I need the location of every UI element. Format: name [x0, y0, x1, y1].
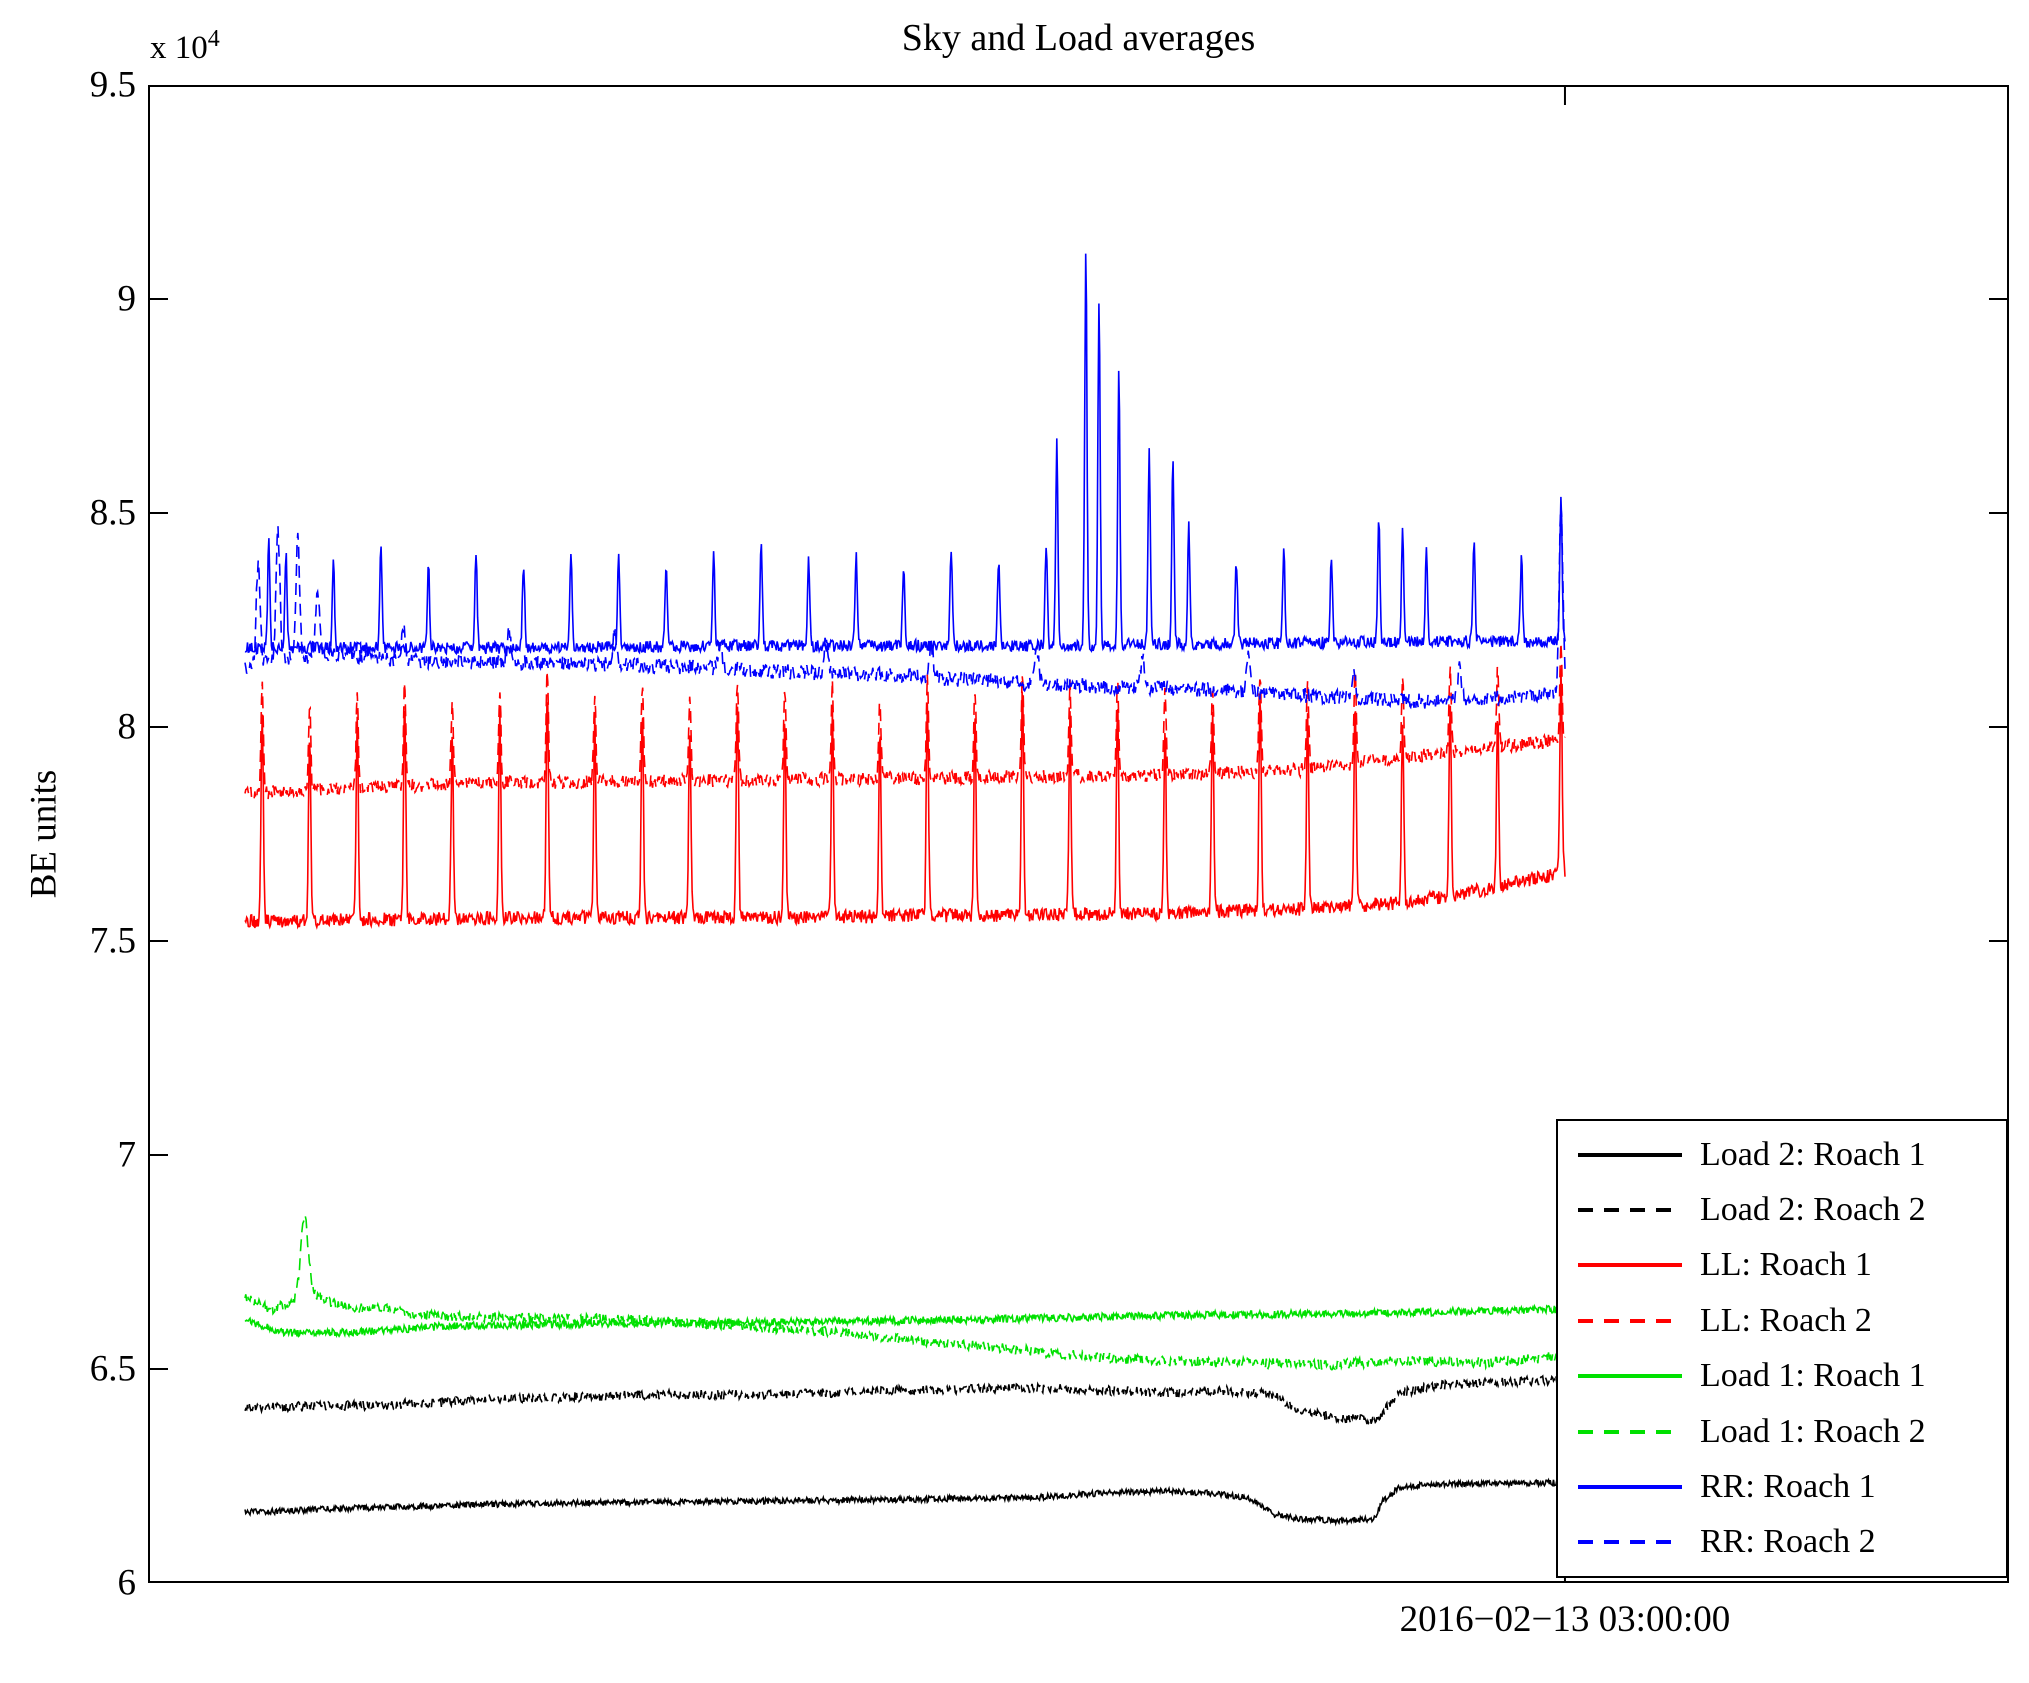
- legend-item: LL: Roach 1: [1558, 1246, 2006, 1284]
- series-line-rr-roach-1: [244, 253, 1566, 657]
- y-tick-label: 7.5: [89, 920, 136, 962]
- series-line-load-2-roach-1: [244, 1477, 1566, 1527]
- legend-item: LL: Roach 2: [1558, 1302, 2006, 1340]
- y-tick-label: 9: [117, 278, 137, 320]
- series-line-rr-roach-2: [244, 506, 1566, 710]
- y-axis-exponent: x 104: [150, 26, 220, 67]
- legend-item-label: LL: Roach 1: [1700, 1246, 1872, 1284]
- series-line-ll-roach-2: [244, 642, 1566, 801]
- legend-line-sample: [1578, 1152, 1682, 1157]
- legend-item-label: RR: Roach 2: [1700, 1523, 1876, 1561]
- legend-item: RR: Roach 1: [1558, 1468, 2006, 1506]
- legend-item: Load 2: Roach 1: [1558, 1136, 2006, 1174]
- y-tick-label: 6.5: [89, 1348, 136, 1390]
- legend-item-label: Load 1: Roach 1: [1700, 1357, 1926, 1395]
- legend-line-sample: [1578, 1318, 1682, 1323]
- x-tick-label: 2016−02−13 03:00:00: [1399, 1599, 1731, 1640]
- legend-item: Load 1: Roach 2: [1558, 1413, 2006, 1451]
- y-tick-label: 9.5: [89, 64, 136, 106]
- series-line-load-1-roach-2: [244, 1213, 1566, 1371]
- legend-line-sample: [1578, 1484, 1682, 1489]
- legend-item-label: LL: Roach 2: [1700, 1301, 1872, 1339]
- series-line-load-1-roach-1: [244, 1303, 1566, 1339]
- y-axis-label: BE units: [23, 769, 65, 899]
- series-line-load-2-roach-2: [244, 1374, 1566, 1425]
- y-axis-exponent-prefix: x 10: [150, 30, 208, 66]
- legend-line-sample: [1578, 1540, 1682, 1545]
- plot-svg: [148, 85, 2009, 1583]
- series-line-ll-roach-1: [244, 668, 1566, 930]
- y-tick-label: 8: [117, 706, 137, 748]
- legend-item: Load 1: Roach 1: [1558, 1357, 2006, 1395]
- legend-item: RR: Roach 2: [1558, 1523, 2006, 1561]
- y-tick-label: 6: [117, 1562, 137, 1604]
- legend-item-label: Load 1: Roach 2: [1700, 1412, 1926, 1450]
- legend-item: Load 2: Roach 2: [1558, 1191, 2006, 1229]
- legend-item-label: Load 2: Roach 2: [1700, 1191, 1926, 1229]
- plot-box: [148, 85, 2009, 1583]
- y-tick-label: 8.5: [89, 492, 136, 534]
- legend-line-sample: [1578, 1374, 1682, 1379]
- legend-item-label: RR: Roach 1: [1700, 1467, 1876, 1505]
- chart-title: Sky and Load averages: [901, 17, 1256, 59]
- legend-line-sample: [1578, 1263, 1682, 1268]
- y-tick-label: 7: [117, 1134, 137, 1176]
- legend: Load 2: Roach 1 Load 2: Roach 2 LL: Roach …: [1556, 1119, 2008, 1578]
- y-axis-exponent-power: 4: [207, 26, 220, 52]
- legend-item-label: Load 2: Roach 1: [1700, 1135, 1926, 1173]
- legend-line-sample: [1578, 1429, 1682, 1434]
- legend-line-sample: [1578, 1208, 1682, 1213]
